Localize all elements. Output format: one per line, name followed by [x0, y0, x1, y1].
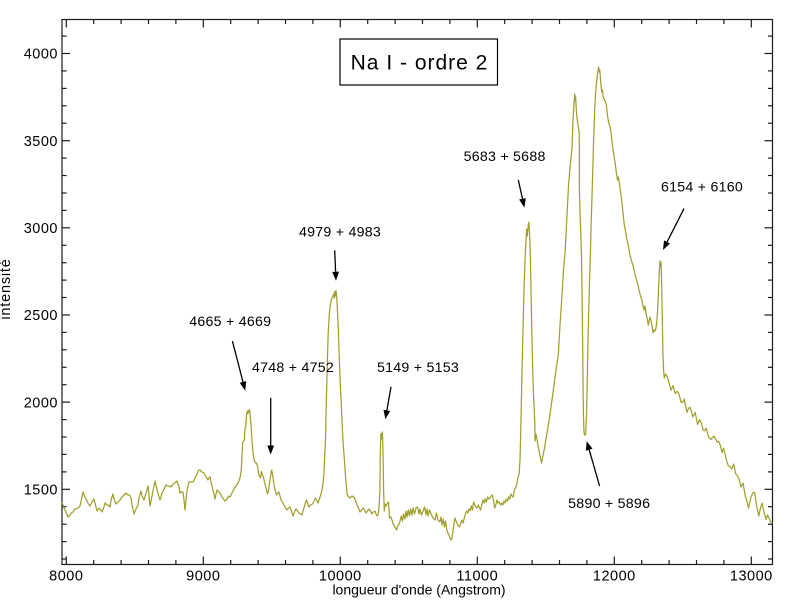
svg-text:13000: 13000 — [730, 569, 773, 585]
svg-text:9000: 9000 — [186, 569, 220, 585]
svg-text:4979 + 4983: 4979 + 4983 — [299, 224, 381, 240]
svg-text:3000: 3000 — [24, 221, 58, 237]
svg-text:4000: 4000 — [24, 47, 58, 63]
svg-text:2500: 2500 — [24, 308, 58, 324]
svg-text:intensité: intensité — [0, 258, 14, 319]
svg-text:6154 + 6160: 6154 + 6160 — [661, 179, 743, 195]
svg-text:5890 + 5896: 5890 + 5896 — [568, 496, 650, 512]
svg-text:Na I - ordre 2: Na I - ordre 2 — [351, 52, 489, 75]
svg-text:12000: 12000 — [593, 569, 636, 585]
svg-text:10000: 10000 — [319, 569, 362, 585]
svg-text:5149 + 5153: 5149 + 5153 — [377, 360, 459, 376]
svg-text:4748 + 4752: 4748 + 4752 — [252, 360, 334, 376]
svg-text:longueur d'onde (Angstrom): longueur d'onde (Angstrom) — [332, 582, 505, 598]
svg-text:4665 + 4669: 4665 + 4669 — [189, 314, 271, 330]
svg-text:2000: 2000 — [24, 395, 58, 411]
svg-text:5683 + 5688: 5683 + 5688 — [464, 149, 546, 165]
svg-text:11000: 11000 — [456, 569, 498, 585]
svg-text:1500: 1500 — [24, 483, 58, 499]
svg-text:3500: 3500 — [24, 134, 58, 150]
svg-text:8000: 8000 — [49, 569, 83, 585]
